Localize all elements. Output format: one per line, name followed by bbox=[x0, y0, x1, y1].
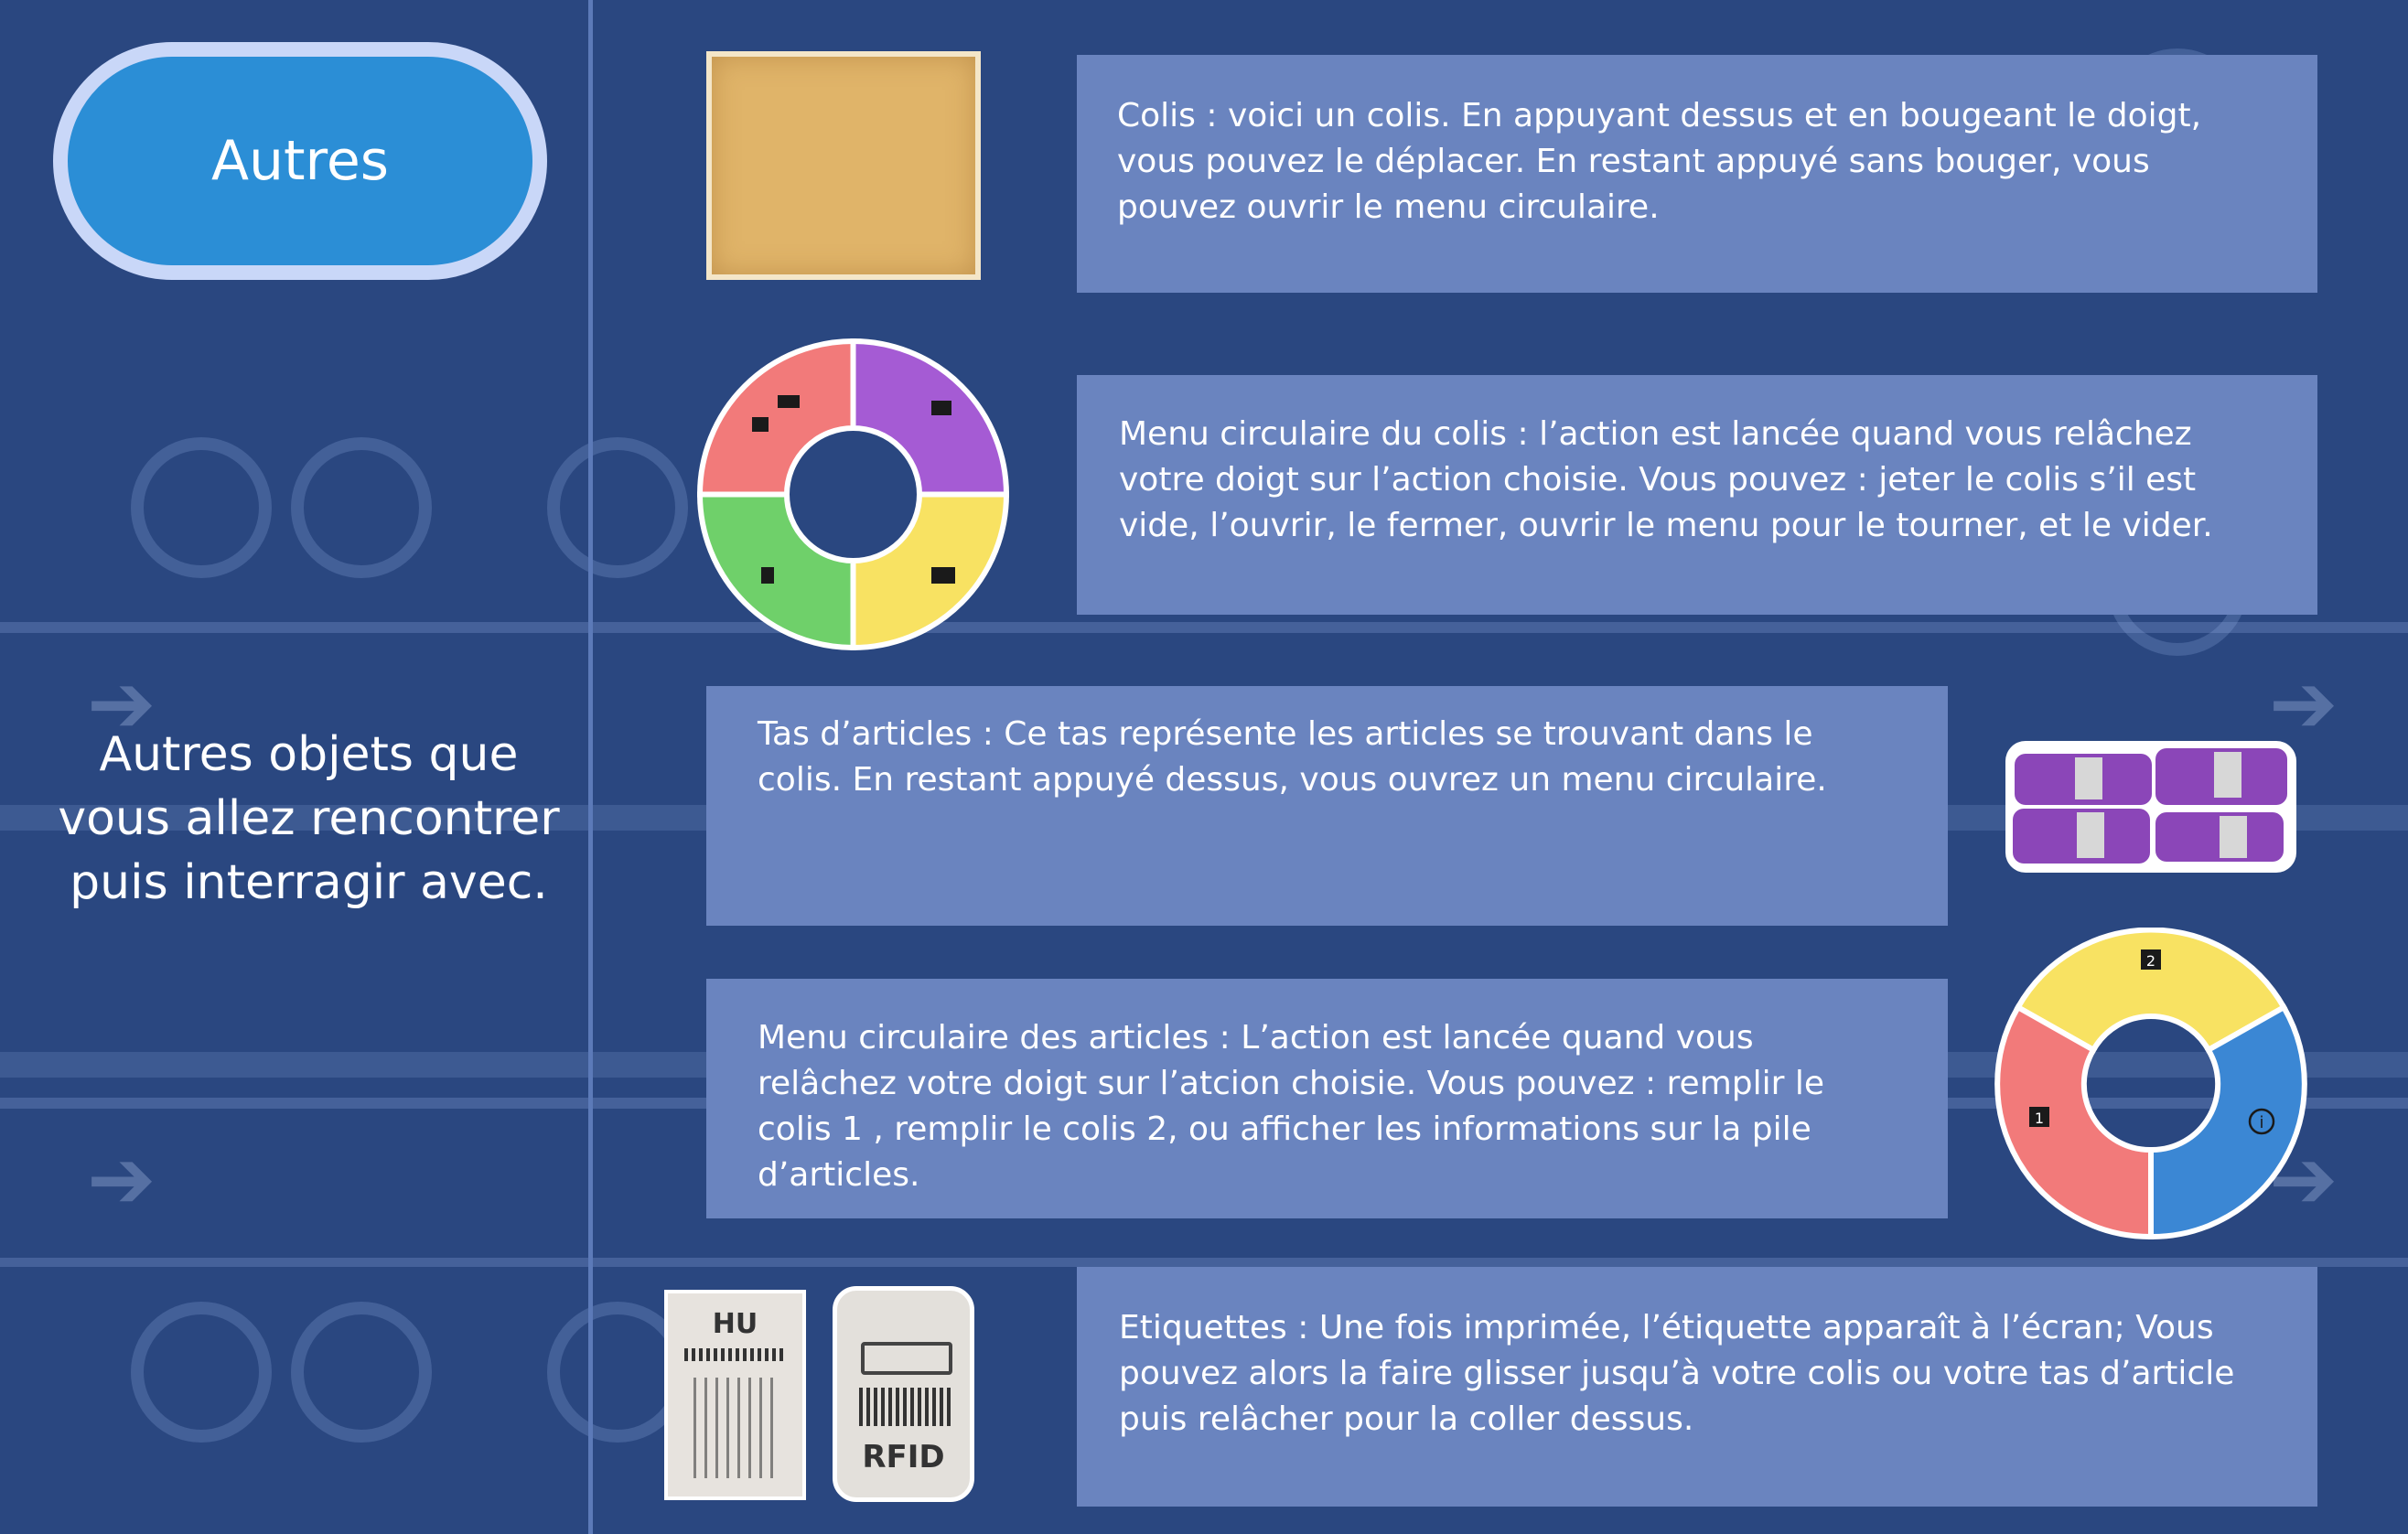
panel-etiquettes-text: Etiquettes : Une fois imprimée, l’étique… bbox=[1119, 1309, 2235, 1438]
menu-articles-wheel[interactable]: 2 1 i bbox=[1994, 928, 2307, 1240]
menu-articles-info: i bbox=[2259, 1113, 2263, 1132]
wheel-segment-ouvrir bbox=[850, 338, 1010, 498]
panel-menu-colis: Menu circulaire du colis : l’action est … bbox=[1077, 375, 2317, 615]
tourner-icon bbox=[931, 567, 955, 584]
ouvrir-icon bbox=[931, 401, 951, 415]
bg-band-low bbox=[0, 1258, 2408, 1267]
barcode-icon bbox=[859, 1388, 954, 1426]
autres-button-label: Autres bbox=[210, 129, 390, 193]
barcode-icon bbox=[861, 1342, 952, 1375]
menu-articles-slot-1: 1 bbox=[2035, 1110, 2044, 1127]
remplir-2-icon bbox=[2141, 949, 2161, 970]
menu-articles-slot-2: 2 bbox=[2146, 952, 2155, 970]
remplir-1-icon bbox=[2029, 1107, 2049, 1127]
panel-etiquettes: Etiquettes : Une fois imprimée, l’étique… bbox=[1077, 1267, 2317, 1507]
menu-colis-wheel[interactable] bbox=[695, 337, 1011, 652]
wheel-segment-tourner bbox=[850, 491, 1010, 651]
vertical-separator bbox=[588, 0, 593, 1534]
panel-tas-articles-text: Tas d’articles : Ce tas représente les a… bbox=[758, 715, 1827, 799]
panel-colis-text: Colis : voici un colis. En appuyant dess… bbox=[1117, 97, 2202, 226]
panel-menu-colis-text: Menu circulaire du colis : l’action est … bbox=[1119, 415, 2213, 544]
rfid-etiquette[interactable]: RFID bbox=[833, 1286, 974, 1502]
sidebar-subtitle: Autres objets que vous allez rencontrer … bbox=[58, 727, 560, 910]
wheel-segment-remplir-2 bbox=[2014, 928, 2288, 1054]
info-icon bbox=[2248, 1108, 2275, 1135]
autres-button[interactable]: Autres bbox=[53, 42, 547, 280]
barcode-icon bbox=[693, 1378, 776, 1478]
panel-tas-articles: Tas d’articles : Ce tas représente les a… bbox=[706, 686, 1948, 926]
wheel-segment-fermer bbox=[696, 338, 856, 498]
panel-colis: Colis : voici un colis. En appuyant dess… bbox=[1077, 55, 2317, 293]
panel-menu-articles: Menu circulaire des articles : L’action … bbox=[706, 979, 1948, 1218]
hu-label-text: HU bbox=[712, 1308, 758, 1340]
colis-box-icon[interactable] bbox=[706, 51, 981, 280]
hu-etiquette[interactable]: HU bbox=[664, 1290, 806, 1500]
wheel-segment-jeter bbox=[696, 491, 856, 651]
vider-icon bbox=[778, 395, 800, 408]
rfid-label-text: RFID bbox=[862, 1439, 945, 1475]
bg-arrow-right-1: ➔ bbox=[2269, 656, 2338, 752]
panel-menu-articles-text: Menu circulaire des articles : L’action … bbox=[758, 1019, 1825, 1194]
wheel-segment-info bbox=[2148, 1003, 2307, 1240]
fermer-icon bbox=[752, 417, 769, 432]
jeter-icon bbox=[761, 567, 774, 584]
bg-arrow-left-1: ➔ bbox=[87, 656, 156, 752]
bg-band-top bbox=[0, 622, 2408, 633]
wheel-segment-remplir-1 bbox=[1994, 1003, 2154, 1240]
barcode-icon bbox=[684, 1348, 787, 1361]
tas-articles-icon[interactable] bbox=[2004, 739, 2298, 874]
bg-arrow-left-2: ➔ bbox=[87, 1132, 156, 1228]
